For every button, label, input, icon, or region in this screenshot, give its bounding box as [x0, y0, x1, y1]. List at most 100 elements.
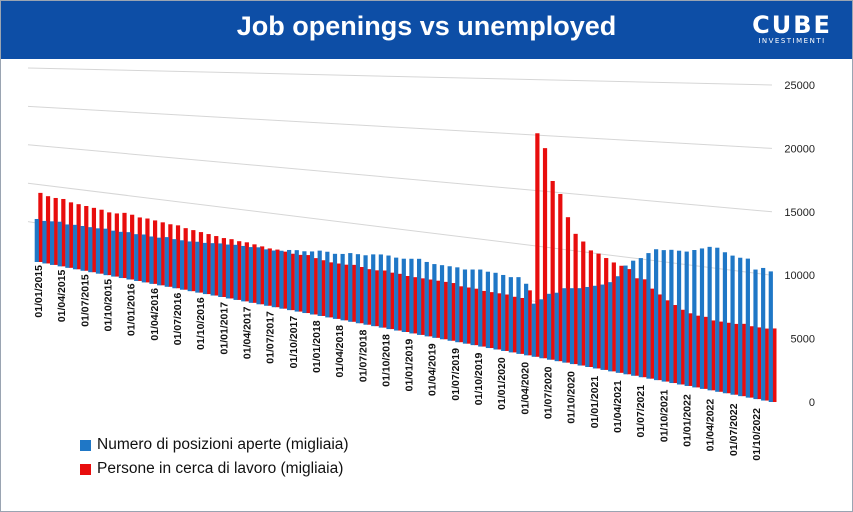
- bar-unemployed: [619, 265, 624, 373]
- x-tick-label: 01/04/2017: [241, 306, 253, 359]
- bar-unemployed: [99, 209, 104, 274]
- bar-openings: [692, 250, 697, 388]
- bar-unemployed: [703, 316, 708, 389]
- bar-openings: [195, 241, 200, 293]
- bar-openings: [225, 244, 231, 299]
- bar-unemployed: [741, 323, 746, 397]
- bar-openings: [134, 234, 139, 281]
- bar-openings: [654, 249, 659, 381]
- bar-openings: [562, 288, 567, 363]
- bar-unemployed: [313, 258, 318, 315]
- bar-openings: [164, 237, 169, 287]
- bar-unemployed: [672, 305, 678, 384]
- bar-unemployed: [137, 217, 142, 281]
- bar-unemployed: [718, 321, 723, 392]
- bar-openings: [309, 251, 315, 315]
- bar-unemployed: [305, 255, 311, 314]
- bar-openings: [332, 253, 338, 319]
- bar-openings: [608, 282, 613, 372]
- bar-openings: [631, 260, 636, 376]
- x-tick-label: 01/01/2018: [311, 320, 323, 373]
- bar-unemployed: [282, 251, 288, 309]
- x-tick-label: 01/04/2021: [612, 380, 624, 433]
- bar-unemployed: [191, 230, 196, 292]
- bar-unemployed: [351, 264, 356, 322]
- bar-openings: [753, 269, 758, 400]
- bar-unemployed: [359, 267, 364, 324]
- bar-unemployed: [420, 278, 425, 335]
- bar-unemployed: [175, 225, 181, 289]
- bar-unemployed: [214, 236, 219, 296]
- bar-openings: [42, 220, 47, 264]
- bar-openings: [157, 237, 162, 286]
- bar-unemployed: [237, 241, 242, 300]
- bar-unemployed: [466, 287, 471, 344]
- bar-openings: [416, 258, 422, 335]
- bar-openings: [439, 265, 445, 340]
- bar-openings: [478, 269, 483, 347]
- legend-swatch-unemployed: [80, 463, 91, 475]
- bar-openings: [348, 253, 353, 322]
- bar-unemployed: [680, 309, 685, 385]
- bar-unemployed: [390, 272, 395, 330]
- bar-openings: [241, 245, 246, 302]
- x-tick-label: 01/01/2015: [33, 265, 45, 318]
- x-tick-label: 01/04/2018: [334, 325, 346, 378]
- bar-openings: [768, 271, 773, 402]
- bar-openings: [493, 272, 498, 350]
- bar-unemployed: [451, 283, 456, 341]
- bar-openings: [378, 254, 383, 328]
- x-tick-label: 01/01/2016: [126, 283, 138, 336]
- bar-openings: [210, 243, 215, 296]
- bar-openings: [738, 257, 743, 397]
- bar-unemployed: [122, 212, 127, 279]
- bar-unemployed: [168, 224, 173, 287]
- bar-openings: [516, 277, 521, 354]
- bar-unemployed: [573, 233, 578, 365]
- bar-openings: [684, 251, 689, 386]
- bar-openings: [707, 246, 712, 391]
- bar-openings: [271, 250, 276, 308]
- bar-openings: [317, 250, 322, 316]
- bar-openings: [546, 293, 552, 360]
- bar-unemployed: [481, 290, 486, 347]
- bar-openings: [485, 271, 491, 349]
- bar-unemployed: [435, 280, 441, 338]
- bar-openings: [355, 254, 361, 324]
- bar-openings: [554, 292, 559, 362]
- y-tick-label: 0: [809, 397, 815, 409]
- bar-unemployed: [550, 180, 555, 360]
- bar-unemployed: [45, 196, 51, 264]
- bar-openings: [715, 247, 720, 392]
- bar-unemployed: [642, 279, 647, 378]
- bar-openings: [761, 267, 766, 401]
- x-tick-label: 01/07/2020: [543, 366, 555, 419]
- bar-unemployed: [581, 241, 586, 366]
- x-tick-label: 01/01/2017: [218, 302, 230, 355]
- bar-unemployed: [634, 278, 639, 376]
- bar-openings: [126, 232, 131, 280]
- bar-openings: [508, 277, 513, 353]
- legend-label-openings: Numero di posizioni aperte (migliaia): [97, 436, 349, 453]
- bar-unemployed: [772, 328, 777, 402]
- bar-openings: [676, 250, 682, 385]
- bar-unemployed: [527, 290, 532, 356]
- bar-unemployed: [504, 294, 509, 351]
- x-tick-label: 01/01/2021: [589, 376, 601, 429]
- bar-unemployed: [367, 269, 372, 325]
- bar-unemployed: [726, 322, 731, 394]
- bar-openings: [264, 249, 269, 306]
- x-tick-label: 01/04/2020: [519, 362, 531, 415]
- bar-openings: [80, 225, 85, 271]
- bar-openings: [371, 254, 376, 327]
- bar-openings: [57, 221, 62, 267]
- bar-unemployed: [397, 273, 402, 331]
- bar-openings: [585, 286, 590, 367]
- bar-unemployed: [130, 214, 135, 280]
- bar-unemployed: [321, 260, 326, 316]
- bar-unemployed: [497, 293, 502, 350]
- bar-unemployed: [275, 249, 280, 308]
- bar-unemployed: [443, 281, 448, 340]
- bar-openings: [218, 243, 223, 297]
